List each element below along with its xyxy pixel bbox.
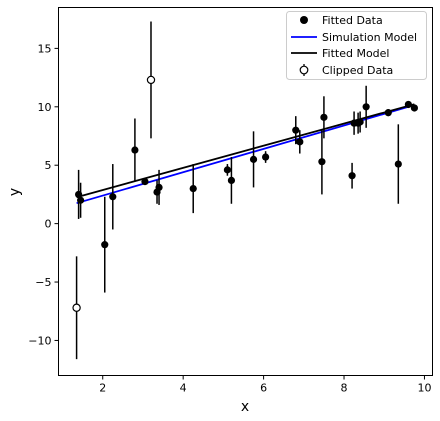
legend-fitted-model-label: Fitted Model bbox=[322, 47, 389, 60]
y-tick-label: −5 bbox=[35, 276, 51, 289]
legend-frame bbox=[286, 11, 427, 80]
fitted-data-point bbox=[362, 103, 370, 111]
legend-clipped-data-marker bbox=[299, 65, 309, 75]
x-tick-label: 8 bbox=[341, 382, 348, 395]
fitted-data-point bbox=[394, 160, 402, 168]
legend-simulation-model-label: Simulation Model bbox=[322, 31, 417, 44]
legend-fitted-data-label: Fitted Data bbox=[322, 14, 383, 27]
fitted-data-point bbox=[318, 158, 326, 166]
fitted-data-point bbox=[189, 184, 197, 193]
x-tick-label: 2 bbox=[99, 382, 106, 395]
plot-area bbox=[72, 21, 419, 360]
clipped-data-point bbox=[146, 75, 156, 85]
y-axis-label: y bbox=[7, 188, 23, 196]
y-axis: −10 −5 0 5 10 15 bbox=[28, 42, 59, 347]
fitted-data-point bbox=[296, 138, 304, 146]
x-tick-label: 10 bbox=[417, 382, 431, 395]
y-tick-label: −10 bbox=[28, 334, 51, 347]
fitted-data-point bbox=[320, 113, 328, 121]
fitted-data-point bbox=[141, 177, 149, 186]
fitted-data-point bbox=[384, 109, 392, 117]
legend-fitted-data-marker bbox=[300, 16, 308, 24]
fitted-data-point bbox=[223, 166, 232, 174]
fitted-data-point bbox=[292, 126, 300, 134]
y-tick-label: 15 bbox=[38, 42, 52, 55]
x-tick-label: 4 bbox=[180, 382, 187, 395]
fitted-data-point bbox=[348, 172, 356, 180]
axes-frame bbox=[58, 7, 433, 376]
fitted-data-point bbox=[101, 241, 109, 249]
fitted-data-point bbox=[131, 146, 139, 154]
y-tick-label: 10 bbox=[38, 101, 52, 114]
fitted-data-point bbox=[404, 100, 412, 109]
x-axis: 2 4 6 8 10 bbox=[99, 375, 431, 395]
y-tick-label: 0 bbox=[45, 218, 52, 231]
legend: Fitted Data Simulation Model Fitted Mode… bbox=[286, 11, 427, 80]
fitted-data-point bbox=[262, 153, 270, 161]
fitted-data-point bbox=[109, 193, 117, 201]
fitted-data-point bbox=[155, 183, 163, 192]
fitted-data-point bbox=[356, 118, 364, 126]
x-axis-label: x bbox=[241, 399, 249, 415]
x-tick-label: 6 bbox=[260, 382, 267, 395]
fitted-data-point bbox=[410, 104, 419, 112]
legend-clipped-data-label: Clipped Data bbox=[322, 64, 393, 77]
fitted-data-point bbox=[227, 176, 236, 185]
fitted-data-point bbox=[77, 196, 85, 204]
y-tick-label: 5 bbox=[45, 159, 52, 172]
clipped-data-point bbox=[72, 303, 81, 312]
fitted-data-point bbox=[249, 155, 258, 163]
